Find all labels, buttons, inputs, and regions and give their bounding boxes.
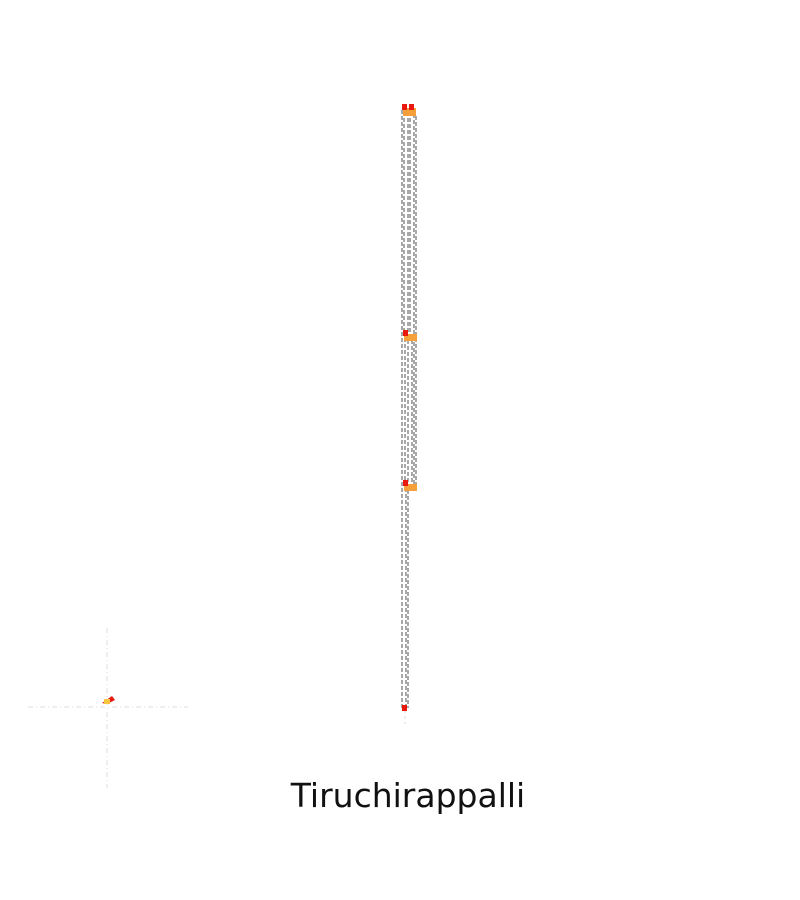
node-accent <box>404 334 417 341</box>
node-lower <box>403 480 417 491</box>
origin-marker-node <box>104 699 110 704</box>
crosshair <box>28 628 188 788</box>
node-marker <box>403 330 408 336</box>
node-marker <box>403 480 408 486</box>
node-marker <box>402 705 407 711</box>
node-marker <box>409 104 414 110</box>
node-accent <box>404 484 417 491</box>
node-accent <box>403 108 416 116</box>
node-marker <box>402 104 407 110</box>
route-edges <box>401 110 417 708</box>
origin-marker <box>102 696 115 704</box>
node-top <box>402 104 416 116</box>
node-middle <box>403 330 417 341</box>
city-label: Tiruchirappalli <box>290 776 526 815</box>
node-bottom <box>402 705 407 711</box>
